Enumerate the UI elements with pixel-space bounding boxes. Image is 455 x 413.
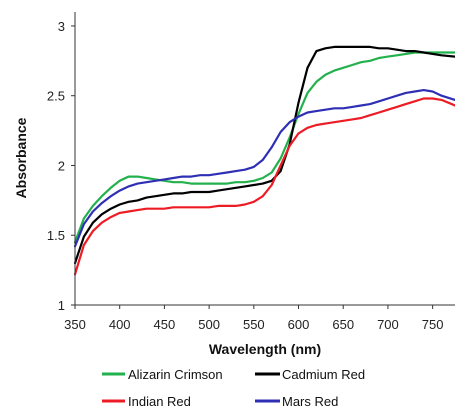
x-tick-label: 600 [288, 317, 310, 332]
legend-label: Mars Red [282, 394, 338, 409]
legend: Alizarin Crimson Cadmium Red Indian Red … [102, 367, 365, 409]
x-tick-label: 700 [377, 317, 399, 332]
legend-item: Indian Red [102, 394, 191, 409]
series-line-cadmium-red [73, 45, 455, 265]
y-tick-label: 1.5 [47, 228, 65, 243]
y-tick-label: 2.5 [47, 89, 65, 104]
y-axis: 1 1.5 2 2.5 3 [47, 12, 76, 313]
series-line-indian-red [73, 97, 455, 276]
legend-item: Cadmium Red [255, 367, 365, 382]
series-line-alizarin-crimson [73, 51, 455, 244]
x-tick-label: 500 [198, 317, 220, 332]
x-tick-label: 400 [109, 317, 131, 332]
y-tick-label: 1 [58, 298, 65, 313]
x-tick-label: 550 [243, 317, 265, 332]
x-tick-label: 750 [422, 317, 444, 332]
legend-item: Alizarin Crimson [102, 367, 223, 382]
legend-item: Mars Red [255, 394, 338, 409]
x-tick-label: 650 [332, 317, 354, 332]
y-tick-label: 2 [58, 158, 65, 173]
y-axis-title: Absorbance [13, 117, 29, 198]
legend-label: Indian Red [128, 394, 191, 409]
plot-area [73, 45, 455, 276]
x-axis-title: Wavelength (nm) [209, 341, 321, 357]
y-tick-label: 3 [58, 19, 65, 34]
series-line-mars-red [73, 88, 455, 248]
legend-label: Cadmium Red [282, 367, 365, 382]
x-tick-label: 450 [154, 317, 176, 332]
x-tick-label: 350 [64, 317, 86, 332]
legend-label: Alizarin Crimson [128, 367, 223, 382]
x-axis: 350 400 450 500 550 600 650 700 750 [64, 304, 455, 332]
